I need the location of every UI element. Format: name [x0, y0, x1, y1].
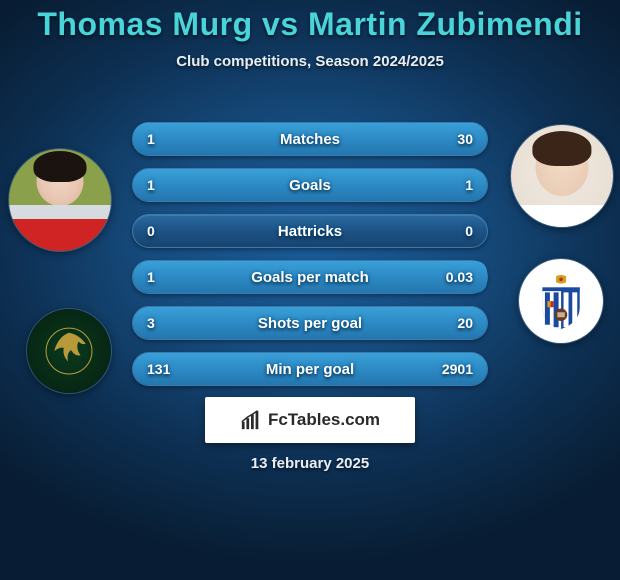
- content: Thomas Murg vs Martin Zubimendi Club com…: [0, 0, 620, 580]
- club-right-badge: [518, 258, 604, 344]
- stat-value-left: 0: [147, 215, 155, 247]
- eagle-icon: [43, 325, 95, 377]
- brand-badge[interactable]: FcTables.com: [205, 397, 415, 443]
- stat-fill-left: [133, 169, 310, 201]
- stat-row: 11Goals: [132, 168, 488, 202]
- stat-label: Hattricks: [133, 215, 487, 247]
- chart-icon: [240, 409, 262, 431]
- stat-fill-left: [133, 307, 183, 339]
- date-text: 13 february 2025: [0, 455, 620, 472]
- player-right-photo: [511, 125, 613, 227]
- stat-row: 10.03Goals per match: [132, 260, 488, 294]
- stat-row: 0 0Hattricks: [132, 214, 488, 248]
- stat-fill-left: [133, 123, 147, 155]
- stat-row: 130Matches: [132, 122, 488, 156]
- player-right-jersey: [511, 205, 613, 227]
- club-left-logo: [27, 309, 111, 393]
- stat-value-right: 0: [465, 215, 473, 247]
- subtitle: Club competitions, Season 2024/2025: [0, 53, 620, 70]
- stat-fill-left: [133, 261, 476, 293]
- club-left-badge: [26, 308, 112, 394]
- stat-fill-right: [310, 169, 487, 201]
- page-title: Thomas Murg vs Martin Zubimendi: [0, 6, 620, 43]
- stat-fill-right: [151, 353, 487, 385]
- club-right-logo: [519, 259, 603, 343]
- stat-row: 1312901Min per goal: [132, 352, 488, 386]
- stat-fill-right: [147, 123, 487, 155]
- stat-row: 320Shots per goal: [132, 306, 488, 340]
- player-right-avatar: [510, 124, 614, 228]
- stats-comparison: 130Matches 11Goals 0 0Hattricks 10.03Goals p…: [132, 122, 488, 398]
- stat-fill-right: [183, 307, 487, 339]
- real-sociedad-icon: [530, 270, 592, 332]
- player-left-photo: [9, 149, 111, 251]
- stat-fill-right: [476, 261, 487, 293]
- player-left-avatar: [8, 148, 112, 252]
- player-left-jersey: [9, 205, 111, 251]
- stat-fill-left: [133, 353, 151, 385]
- brand-text: FcTables.com: [268, 410, 380, 430]
